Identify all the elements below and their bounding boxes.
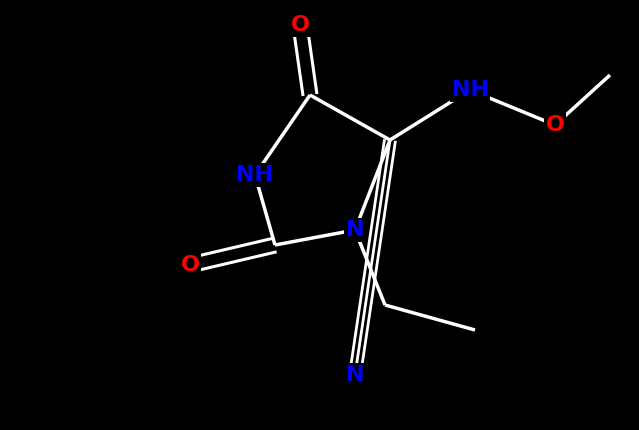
Text: N: N (346, 220, 364, 240)
Text: O: O (291, 15, 309, 35)
Text: NH: NH (236, 165, 273, 185)
Text: N: N (346, 365, 364, 385)
Text: NH: NH (452, 80, 488, 100)
Text: O: O (180, 255, 199, 275)
Text: O: O (546, 115, 564, 135)
